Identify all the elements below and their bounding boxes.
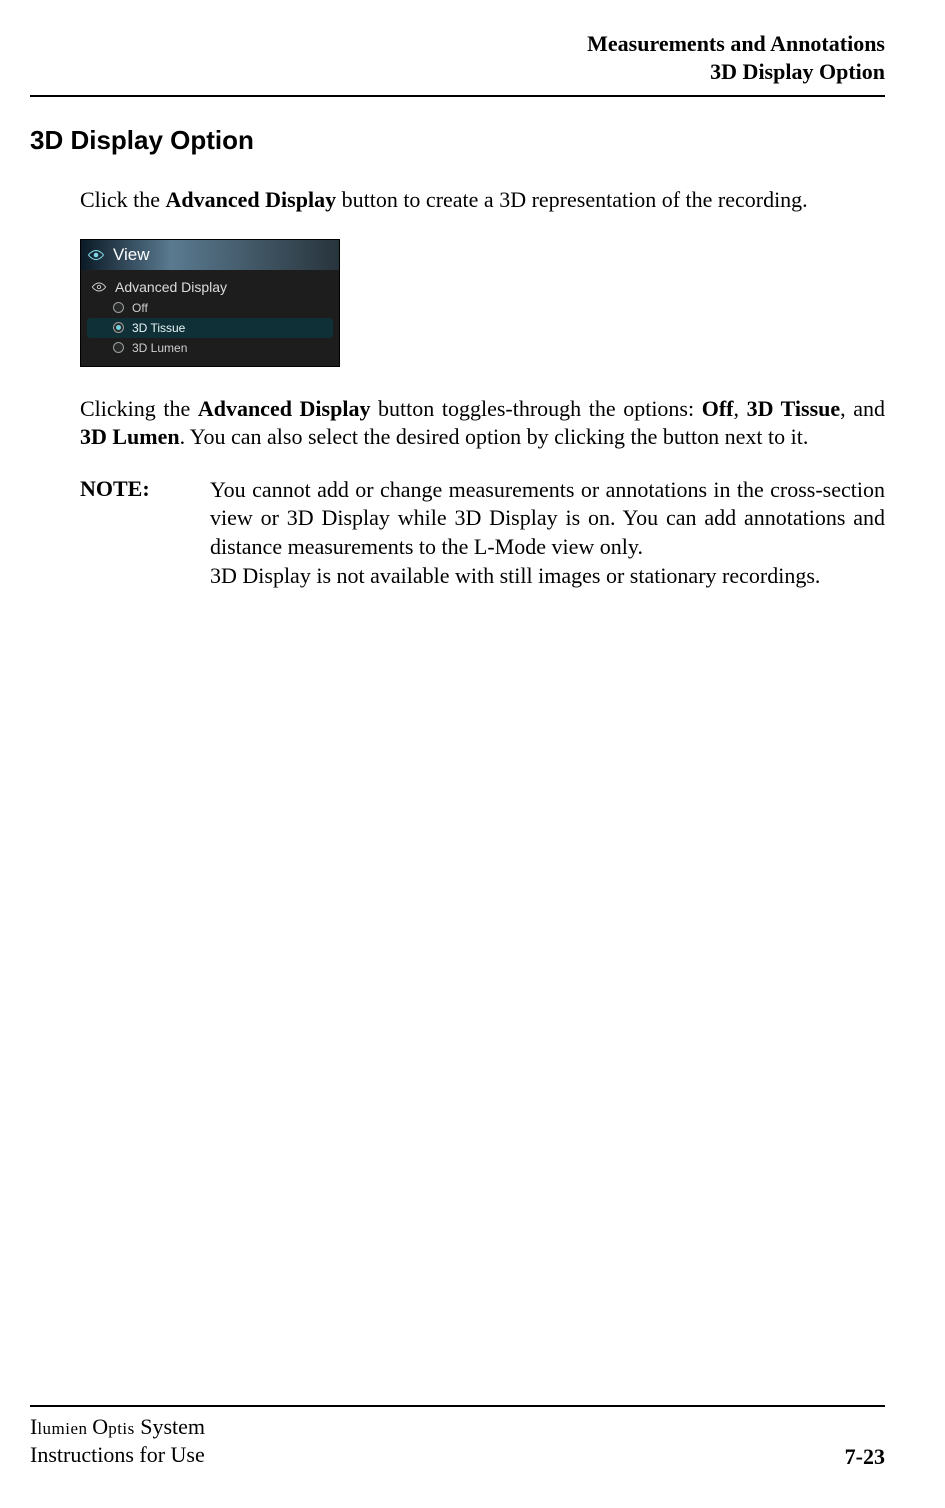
header-line-1: Measurements and Annotations xyxy=(30,30,885,58)
option-3d-lumen-label: 3D Lumen xyxy=(132,341,187,355)
section-heading: 3D Display Option xyxy=(30,125,885,156)
running-header: Measurements and Annotations 3D Display … xyxy=(30,30,885,85)
radio-tissue-icon xyxy=(113,322,124,333)
p2-b: Advanced Display xyxy=(198,396,371,421)
body-block: Click the Advanced Display button to cre… xyxy=(80,186,885,590)
intro-post: button to create a 3D representation of … xyxy=(336,187,808,212)
header-rule xyxy=(30,95,885,97)
note-line-1: You cannot add or change measurements or… xyxy=(210,476,885,562)
eye-open-icon xyxy=(87,249,105,261)
advanced-display-label: Advanced Display xyxy=(115,279,227,295)
p2-g: , and xyxy=(840,396,885,421)
note-line-2: 3D Display is not available with still i… xyxy=(210,562,885,591)
fl1-r1: lumien xyxy=(37,1419,92,1438)
note-label: NOTE: xyxy=(80,476,210,590)
footer-line-1: Ilumien Optis System xyxy=(30,1413,205,1442)
fl1-sc2: O xyxy=(92,1414,108,1439)
intro-bold: Advanced Display xyxy=(166,187,337,212)
p2-e: , xyxy=(733,396,746,421)
radio-lumen-icon xyxy=(113,342,124,353)
note-block: NOTE: You cannot add or change measureme… xyxy=(80,476,885,590)
intro-pre: Click the xyxy=(80,187,166,212)
radio-off-icon xyxy=(113,302,124,313)
view-panel-title: View xyxy=(113,245,150,265)
eye-outline-icon xyxy=(91,279,107,295)
p2-a: Clicking the xyxy=(80,396,198,421)
footer-left: Ilumien Optis System Instructions for Us… xyxy=(30,1413,205,1470)
p2-h: 3D Lumen xyxy=(80,424,180,449)
footer-row: Ilumien Optis System Instructions for Us… xyxy=(30,1413,885,1470)
fl1-r2: ptis xyxy=(108,1419,135,1438)
view-panel-figure: View Advanced Display Off 3D Tissue xyxy=(80,239,340,367)
p2-f: 3D Tissue xyxy=(747,396,841,421)
paragraph-2: Clicking the Advanced Display button tog… xyxy=(80,395,885,452)
advanced-display-row[interactable]: Advanced Display xyxy=(87,276,333,298)
option-off-label: Off xyxy=(132,301,148,315)
page-footer: Ilumien Optis System Instructions for Us… xyxy=(30,1405,885,1470)
p2-c: button toggles-through the options: xyxy=(370,396,701,421)
p2-d: Off xyxy=(702,396,734,421)
page: Measurements and Annotations 3D Display … xyxy=(0,0,945,1508)
page-number: 7-23 xyxy=(845,1444,885,1470)
option-off[interactable]: Off xyxy=(87,298,333,318)
intro-paragraph: Click the Advanced Display button to cre… xyxy=(80,186,885,215)
footer-line-2: Instructions for Use xyxy=(30,1441,205,1470)
option-3d-tissue-label: 3D Tissue xyxy=(132,321,185,335)
option-3d-tissue[interactable]: 3D Tissue xyxy=(87,318,333,338)
view-panel-titlebar: View xyxy=(81,240,339,270)
option-3d-lumen[interactable]: 3D Lumen xyxy=(87,338,333,358)
view-panel-body: Advanced Display Off 3D Tissue 3D Lumen xyxy=(81,270,339,366)
fl1-tail: System xyxy=(135,1414,205,1439)
p2-i: . You can also select the desired option… xyxy=(180,424,809,449)
header-line-2: 3D Display Option xyxy=(30,58,885,86)
footer-rule xyxy=(30,1405,885,1407)
note-body: You cannot add or change measurements or… xyxy=(210,476,885,590)
